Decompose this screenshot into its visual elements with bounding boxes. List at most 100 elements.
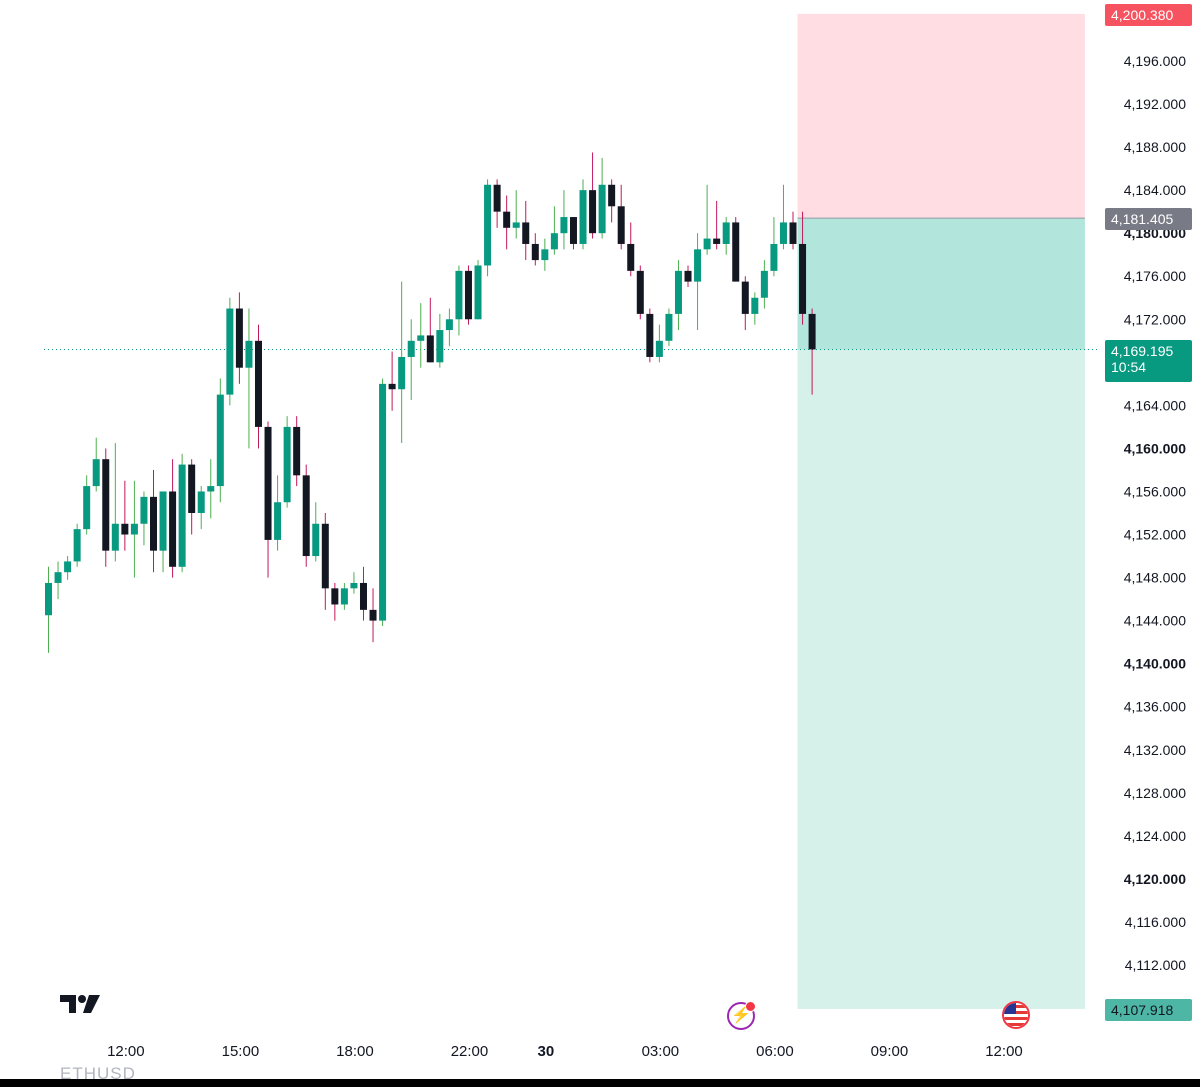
take-profit-price-tag: 4,107.918 — [1105, 999, 1192, 1021]
candle-body — [102, 459, 110, 551]
price-axis[interactable]: 4,196.0004,192.0004,188.0004,184.0004,18… — [1124, 53, 1187, 973]
candle — [445, 308, 453, 347]
candle — [178, 453, 186, 573]
price-tick-label: 4,140.000 — [1124, 656, 1186, 672]
symbol-watermark: ETHUSD — [60, 1064, 136, 1083]
candle-body — [579, 190, 587, 244]
candle — [779, 184, 787, 250]
candle — [598, 157, 606, 239]
stop-loss-price-tag: 4,200.380 — [1105, 4, 1192, 26]
candle — [197, 486, 205, 530]
candle — [407, 319, 415, 400]
candle — [321, 513, 329, 610]
candle-body — [159, 491, 167, 551]
time-tick-label: 09:00 — [871, 1043, 909, 1060]
candle-body — [264, 426, 272, 540]
candle — [417, 303, 425, 368]
candle — [169, 459, 177, 578]
candle-body — [503, 211, 511, 228]
time-tick-label: 06:00 — [756, 1043, 794, 1060]
candle — [264, 421, 272, 578]
candle — [83, 475, 91, 535]
position-zones[interactable] — [797, 13, 1085, 1009]
candle — [188, 459, 196, 535]
candle — [550, 206, 558, 255]
candle-body — [636, 270, 644, 314]
candle — [388, 351, 396, 411]
candle-body — [665, 313, 673, 341]
candle-body — [207, 486, 215, 492]
candle-body — [226, 308, 234, 395]
candle-body — [417, 335, 425, 341]
candle-body — [149, 496, 157, 551]
candle — [398, 281, 406, 444]
candle-body — [674, 270, 682, 314]
candle-body — [522, 222, 530, 244]
price-tick-label: 4,196.000 — [1124, 53, 1186, 69]
open-profit-zone — [797, 218, 1085, 350]
current-price-tag: 4,169.195 10:54 — [1105, 340, 1192, 382]
candle-body — [83, 486, 91, 530]
price-tick-label: 4,176.000 — [1124, 268, 1186, 284]
candle — [464, 265, 472, 325]
price-tick-label: 4,188.000 — [1124, 139, 1186, 155]
us-flag-icon[interactable] — [1002, 1001, 1030, 1029]
price-tick-label: 4,156.000 — [1124, 483, 1186, 499]
notification-dot-icon — [745, 1001, 756, 1012]
bar-countdown: 10:54 — [1111, 359, 1147, 375]
price-tick-label: 4,112.000 — [1125, 957, 1186, 973]
candle — [331, 582, 339, 621]
candle-body — [760, 270, 768, 298]
candle — [274, 475, 282, 551]
candle — [283, 416, 291, 508]
take-profit-zone[interactable] — [797, 218, 1085, 1009]
candle — [732, 217, 740, 282]
price-tick-label: 4,184.000 — [1124, 182, 1186, 198]
stop-loss-zone[interactable] — [797, 13, 1085, 219]
candle-body — [455, 270, 463, 320]
candle — [674, 260, 682, 331]
candle-body — [608, 184, 616, 207]
candle — [703, 184, 711, 255]
candle-body — [331, 588, 339, 605]
candle-body — [569, 217, 577, 244]
candle-body — [245, 340, 253, 368]
candle — [436, 313, 444, 368]
price-tick-label: 4,192.000 — [1124, 96, 1186, 112]
flash-event-icon[interactable]: ⚡ — [727, 1001, 756, 1030]
candle-body — [197, 491, 205, 513]
candle-body — [550, 233, 558, 250]
candle — [512, 190, 520, 239]
candle — [350, 572, 358, 594]
candle — [569, 217, 577, 250]
bottom-edge — [0, 1079, 1200, 1087]
time-tick-label: 12:00 — [985, 1043, 1023, 1060]
candle — [92, 437, 100, 492]
candle-body — [302, 475, 310, 557]
candle — [503, 195, 511, 250]
candle-body — [770, 243, 778, 271]
candle-body — [445, 319, 453, 331]
candle — [579, 179, 587, 250]
candle — [111, 443, 119, 562]
time-tick-label: 15:00 — [222, 1043, 260, 1060]
candle-body — [808, 313, 816, 350]
candle-body — [188, 464, 196, 513]
candle — [102, 448, 110, 567]
price-tick-label: 4,116.000 — [1125, 914, 1186, 930]
candle — [655, 324, 663, 363]
price-tick-label: 4,124.000 — [1124, 828, 1186, 844]
candle — [73, 523, 81, 567]
candle-body — [560, 217, 568, 234]
candle-body — [54, 572, 62, 583]
tradingview-logo — [60, 995, 100, 1013]
candle — [140, 491, 148, 546]
candle-body — [321, 523, 329, 589]
candlestick-series — [45, 152, 816, 653]
time-axis[interactable]: 12:00 15:00 18:00 22:00 30 03:00 06:00 09:00 12:… — [107, 1043, 1023, 1060]
candle-body — [436, 330, 444, 363]
candle — [751, 292, 759, 325]
candle-body — [741, 281, 749, 314]
candle-body — [350, 582, 358, 589]
